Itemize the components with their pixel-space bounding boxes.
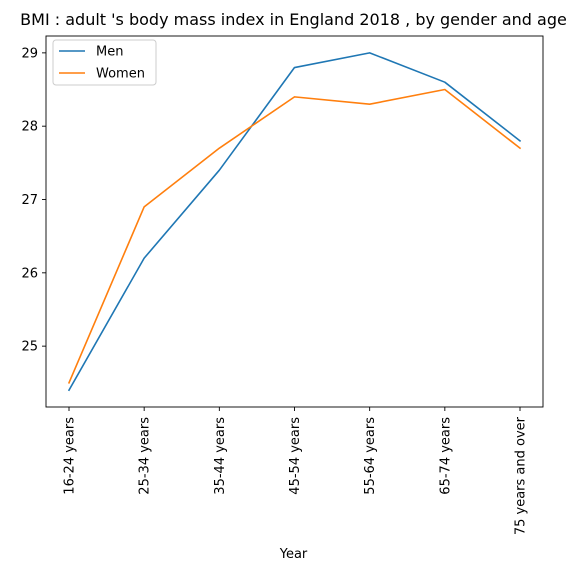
series-line-women: [67, 88, 522, 384]
y-tick-label: 25: [21, 340, 38, 355]
y-tick-label: 29: [21, 46, 38, 61]
x-axis-label: Year: [279, 547, 308, 562]
legend-label-women: Women: [96, 67, 145, 82]
x-tick-label: 25-34 years: [138, 417, 153, 495]
legend-label-men: Men: [96, 45, 123, 60]
x-tick-label: 65-74 years: [438, 417, 453, 495]
x-tick-label: 75 years and over: [514, 416, 529, 535]
y-tick-label: 26: [21, 266, 38, 281]
x-tick-label: 55-64 years: [363, 417, 378, 495]
y-tick-label: 27: [21, 193, 38, 208]
plot-area: 25 26 27 28 29 16-24 years 25-34 years 35-44 ye…: [21, 35, 544, 535]
x-tick-label: 45-54 years: [288, 417, 303, 495]
x-tick-label: 16-24 years: [63, 417, 78, 495]
series-line-men: [67, 52, 522, 392]
chart-title: BMI : adult 's body mass index in Englan…: [20, 10, 567, 29]
x-tick-label: 35-44 years: [213, 417, 228, 495]
y-tick-label: 28: [21, 120, 38, 135]
axes-frame: [45, 35, 544, 408]
